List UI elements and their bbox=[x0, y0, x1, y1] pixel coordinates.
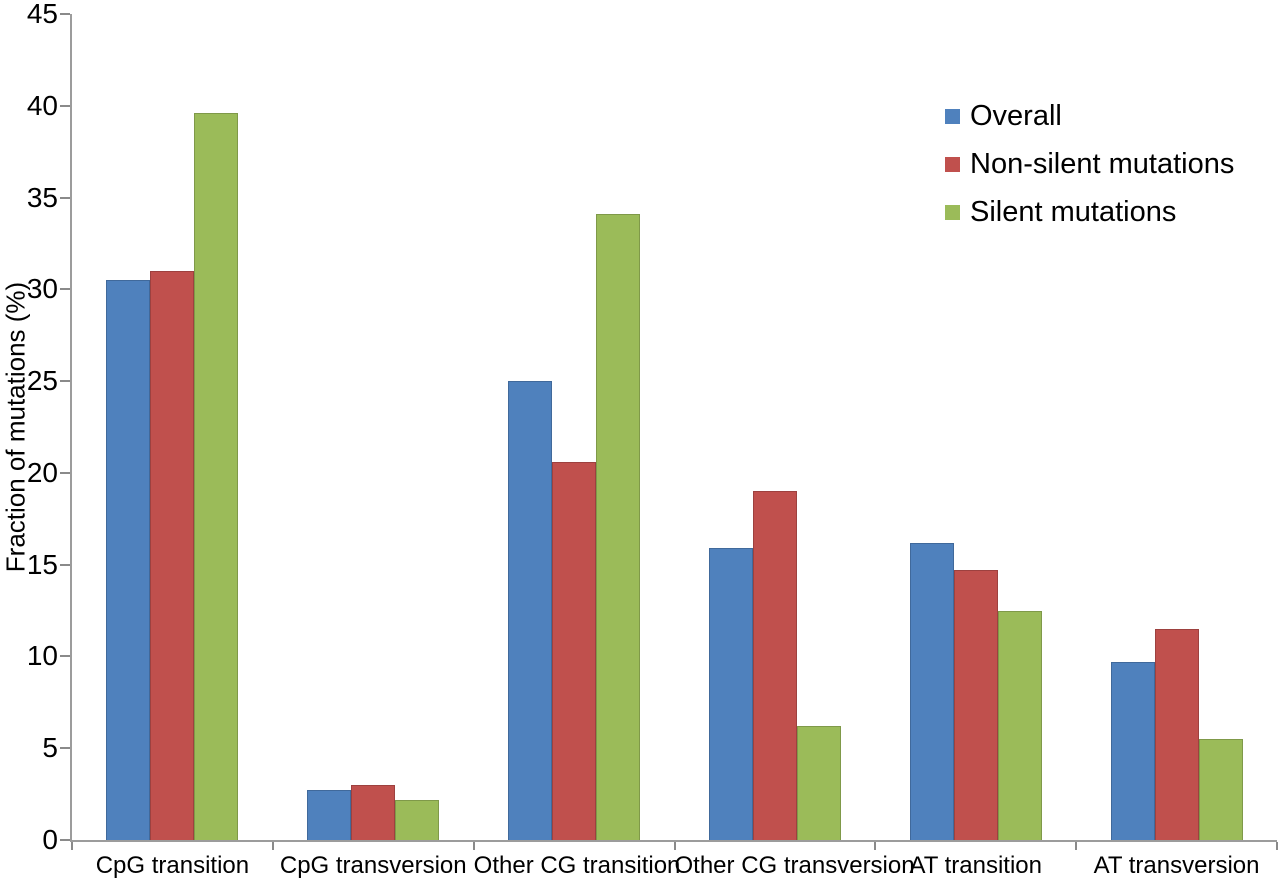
y-tick-label-40: 40 bbox=[26, 89, 58, 121]
y-tick-label-0: 0 bbox=[42, 824, 58, 855]
y-tick-0 bbox=[60, 839, 70, 841]
bar-overall-at-transition bbox=[909, 542, 954, 840]
category-label-other-cg-transition: Other CG transition bbox=[473, 852, 681, 878]
y-tick-15 bbox=[60, 563, 70, 566]
y-axis-line bbox=[70, 14, 72, 842]
legend-swatch-overall bbox=[945, 108, 960, 124]
y-tick-25 bbox=[60, 380, 70, 383]
bar-overall-cpg-transition bbox=[106, 280, 151, 840]
y-tick-10 bbox=[60, 655, 70, 658]
bar-overall-cpg-transversion bbox=[307, 790, 352, 840]
y-tick-label-10: 10 bbox=[26, 640, 58, 672]
bar-non-silent-mutations-other-cg-transition bbox=[552, 461, 597, 840]
y-tick-label-30: 30 bbox=[26, 273, 58, 305]
legend-label-non-silent-mutations: Non-silent mutations bbox=[970, 147, 1235, 180]
y-tick-40 bbox=[60, 104, 70, 107]
bar-non-silent-mutations-cpg-transversion bbox=[351, 784, 396, 840]
x-tick-3 bbox=[673, 842, 676, 850]
category-label-at-transversion: AT transversion bbox=[1093, 852, 1260, 878]
x-tick-4 bbox=[874, 842, 877, 850]
y-tick-label-35: 35 bbox=[26, 181, 58, 213]
bar-overall-other-cg-transition bbox=[508, 381, 553, 840]
bar-non-silent-mutations-at-transition bbox=[953, 570, 998, 840]
legend: Overall Non-silent mutations Silent mutati… bbox=[945, 92, 1234, 236]
legend-item-silent-mutations: Silent mutations bbox=[945, 188, 1234, 236]
bar-non-silent-mutations-at-transversion bbox=[1154, 628, 1199, 840]
category-label-other-cg-transversion: Other CG transversion bbox=[674, 852, 915, 878]
y-tick-label-5: 5 bbox=[42, 732, 58, 764]
legend-item-non-silent-mutations: Non-silent mutations bbox=[945, 140, 1234, 188]
category-label-cpg-transition: CpG transition bbox=[95, 852, 250, 878]
bar-silent-mutations-other-cg-transition bbox=[596, 214, 641, 840]
x-tick-5 bbox=[1075, 842, 1078, 850]
bar-non-silent-mutations-cpg-transition bbox=[150, 270, 195, 840]
y-tick-label-45: 45 bbox=[26, 0, 58, 29]
bar-overall-other-cg-transversion bbox=[708, 548, 753, 840]
y-tick-label-20: 20 bbox=[26, 456, 58, 488]
legend-item-overall: Overall bbox=[945, 92, 1234, 140]
x-axis-line bbox=[70, 840, 1277, 842]
legend-swatch-non-silent-mutations bbox=[945, 156, 960, 172]
category-label-cpg-transversion: CpG transversion bbox=[279, 852, 467, 878]
y-tick-35 bbox=[60, 196, 70, 199]
legend-label-overall: Overall bbox=[970, 99, 1062, 132]
bar-overall-at-transversion bbox=[1110, 661, 1155, 840]
bar-silent-mutations-cpg-transversion bbox=[395, 799, 440, 840]
x-tick-0 bbox=[71, 842, 73, 850]
category-label-at-transition: AT transition bbox=[909, 852, 1042, 878]
x-tick-1 bbox=[271, 842, 274, 850]
y-tick-label-25: 25 bbox=[26, 365, 58, 397]
y-tick-45 bbox=[60, 13, 70, 15]
legend-label-silent-mutations: Silent mutations bbox=[970, 195, 1177, 228]
bar-silent-mutations-other-cg-transversion bbox=[796, 726, 841, 840]
y-tick-5 bbox=[60, 747, 70, 750]
y-tick-30 bbox=[60, 288, 70, 291]
x-tick-2 bbox=[472, 842, 475, 850]
x-tick-6 bbox=[1276, 842, 1278, 850]
bar-non-silent-mutations-other-cg-transversion bbox=[752, 491, 797, 840]
y-tick-label-15: 15 bbox=[26, 548, 58, 580]
legend-swatch-silent-mutations bbox=[945, 204, 960, 220]
bar-silent-mutations-at-transition bbox=[997, 610, 1042, 840]
y-tick-20 bbox=[60, 471, 70, 474]
bar-silent-mutations-at-transversion bbox=[1198, 739, 1243, 840]
bar-silent-mutations-cpg-transition bbox=[194, 113, 239, 840]
